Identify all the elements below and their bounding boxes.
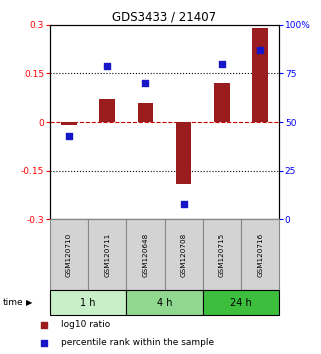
Bar: [203, 290, 279, 315]
Point: [143, 80, 148, 86]
Bar: [138, 103, 153, 122]
Bar: [50, 290, 126, 315]
Bar: [126, 290, 203, 315]
Point: [41, 340, 46, 346]
Point: [181, 201, 186, 207]
Text: time: time: [3, 298, 24, 307]
Bar: [126, 219, 164, 290]
Point: [219, 61, 224, 67]
Bar: [214, 83, 230, 122]
Bar: [253, 28, 268, 122]
Point: [257, 47, 263, 53]
Point: [41, 322, 46, 328]
Bar: [203, 219, 241, 290]
Text: 4 h: 4 h: [157, 298, 172, 308]
Point: [66, 133, 72, 138]
Text: GSM120710: GSM120710: [66, 233, 72, 277]
Text: 1 h: 1 h: [80, 298, 96, 308]
Text: GSM120711: GSM120711: [104, 233, 110, 277]
Bar: [50, 219, 88, 290]
Text: 24 h: 24 h: [230, 298, 252, 308]
Bar: [100, 99, 115, 122]
Bar: [241, 219, 279, 290]
Text: GSM120648: GSM120648: [143, 233, 148, 277]
Bar: [61, 122, 76, 125]
Text: GSM120716: GSM120716: [257, 233, 263, 277]
Text: percentile rank within the sample: percentile rank within the sample: [61, 338, 214, 347]
Text: GSM120708: GSM120708: [181, 233, 187, 277]
Text: log10 ratio: log10 ratio: [61, 320, 110, 330]
Bar: [176, 122, 191, 184]
Title: GDS3433 / 21407: GDS3433 / 21407: [112, 11, 217, 24]
Text: GSM120715: GSM120715: [219, 233, 225, 277]
Point: [105, 63, 110, 68]
Bar: [88, 219, 126, 290]
Text: ▶: ▶: [26, 298, 33, 307]
Bar: [164, 219, 203, 290]
